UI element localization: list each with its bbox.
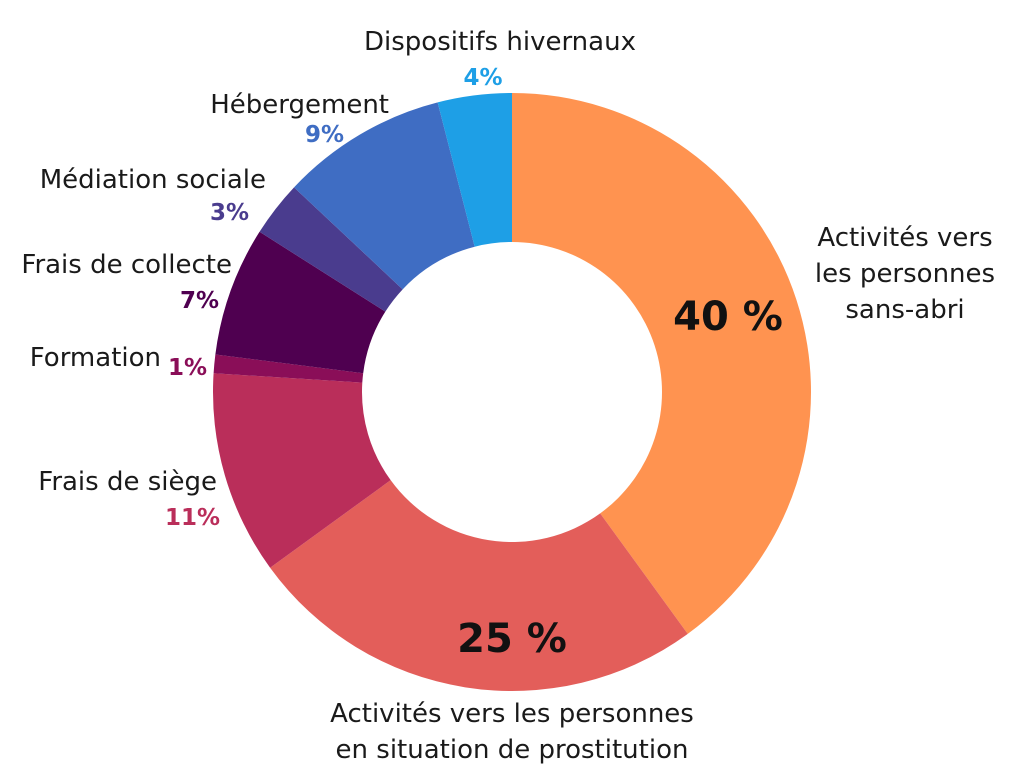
slice-value-hivernaux: 4%: [463, 65, 502, 91]
slice-label-line: Formation: [30, 343, 161, 373]
slice-label-hebergement: Hébergement: [210, 90, 389, 120]
slice-value-sans-abri: 40 %: [673, 294, 783, 340]
slice-value-siege: 11%: [165, 505, 220, 531]
slice-label-line: Frais de collecte: [21, 250, 232, 280]
slice-label-prostitution: Activités vers les personnes en situation…: [330, 699, 694, 765]
slice-hivernaux: [437, 93, 512, 247]
slice-value-prostitution: 25 %: [457, 616, 567, 662]
slice-value-mediation: 3%: [210, 200, 249, 226]
slice-label-line: Activités vers: [817, 223, 992, 253]
chart-slices: [213, 93, 811, 692]
slice-value-collecte: 7%: [180, 288, 219, 314]
slice-label-formation: Formation: [30, 343, 161, 373]
slice-label-line: Activités vers les personnes: [330, 699, 694, 729]
slice-label-line: Médiation sociale: [40, 165, 266, 195]
slice-value-formation: 1%: [168, 355, 207, 381]
slice-collecte: [215, 231, 386, 374]
slice-label-line: sans-abri: [845, 295, 964, 325]
chart-labels: Activités vers les personnes sans-abri 40 %…: [21, 27, 995, 765]
slice-label-sans-abri: Activités vers les personnes sans-abri: [815, 223, 995, 325]
slice-label-collecte: Frais de collecte: [21, 250, 232, 280]
slice-label-siege: Frais de siège: [38, 467, 217, 497]
slice-mediation: [259, 187, 403, 312]
slice-label-line: les personnes: [815, 259, 995, 289]
slice-label-mediation: Médiation sociale: [40, 165, 266, 195]
slice-prostitution: [270, 480, 688, 692]
slice-label-line: en situation de prostitution: [336, 735, 689, 765]
slice-sans-abri: [512, 93, 811, 634]
slice-label-line: Hébergement: [210, 90, 389, 120]
slice-label-hivernaux: Dispositifs hivernaux: [364, 27, 636, 57]
slice-siege: [213, 373, 391, 568]
slice-value-hebergement: 9%: [305, 122, 344, 148]
slice-label-line: Frais de siège: [38, 467, 217, 497]
slice-label-line: Dispositifs hivernaux: [364, 27, 636, 57]
slice-hebergement: [294, 102, 475, 290]
slice-formation: [213, 354, 364, 383]
